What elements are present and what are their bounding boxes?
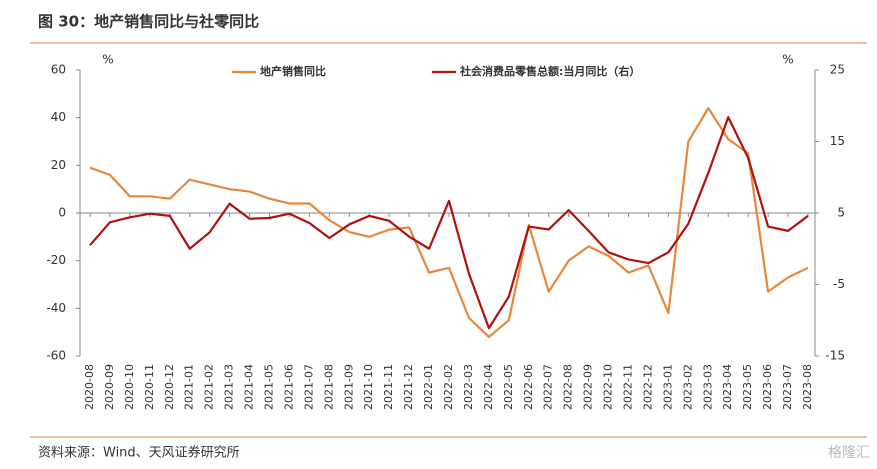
x-tick-label: 2023-08 [801,364,814,410]
x-tick-label: 2022-11 [622,364,635,410]
x-tick-label: 2020-10 [123,364,136,410]
y-tick-label: 0 [58,206,66,220]
x-tick-label: 2022-04 [482,364,495,410]
x-tick-label: 2022-06 [522,364,535,410]
chart-title: 图 30：地产销售同比与社零同比 [38,13,259,31]
legend-label: 地产销售同比 [260,64,326,78]
y-tick-label: 60 [51,63,66,77]
x-tick-label: 2021-10 [362,364,375,410]
x-tick-label: 2022-08 [562,364,575,410]
y2-tick-label: -15 [825,349,845,363]
x-tick-label: 2023-01 [661,364,674,410]
y-tick-label: 20 [51,158,66,172]
x-tick-label: 2021-01 [183,364,196,410]
series-line [89,107,809,339]
y-tick-label: -60 [46,349,66,363]
x-tick-label: 2020-09 [103,364,116,410]
x-tick-label: 2023-06 [761,364,774,410]
y2-tick-label: 15 [830,134,845,148]
y-tick-label: -20 [46,253,66,267]
watermark: 格隆汇 [828,445,870,461]
y-unit: % [102,53,113,67]
y-tick-label: -40 [46,301,66,315]
x-tick-label: 2022-05 [502,364,515,410]
y2-tick-label: -5 [833,277,845,291]
x-tick-label: 2023-05 [741,364,754,410]
x-tick-label: 2020-08 [83,364,96,410]
x-tick-label: 2022-09 [582,364,595,410]
legend-label: 社会消费品零售总额:当月同比（右） [459,64,640,78]
x-tick-label: 2022-10 [602,364,615,410]
x-tick-label: 2022-02 [442,364,455,410]
x-tick-label: 2020-12 [163,364,176,410]
x-tick-label: 2021-09 [342,364,355,410]
x-tick-label: 2021-07 [302,364,315,410]
x-tick-label: 2021-05 [263,364,276,410]
x-tick-label: 2021-11 [382,364,395,410]
x-tick-label: 2023-02 [681,364,694,410]
source: 资料来源：Wind、天风证券研究所 [38,445,240,461]
x-tick-label: 2021-06 [282,364,295,410]
x-tick-label: 2021-04 [243,364,256,410]
y-tick-label: 40 [51,110,66,124]
x-tick-label: 2022-07 [542,364,555,410]
x-tick-label: 2021-12 [402,364,415,410]
series-line [89,116,809,330]
y2-tick-label: 5 [837,206,845,220]
x-tick-label: 2022-12 [641,364,654,410]
x-tick-label: 2023-04 [721,364,734,410]
x-tick-label: 2020-11 [143,364,156,410]
x-tick-label: 2021-03 [223,364,236,410]
x-tick-label: 2022-01 [422,364,435,410]
x-tick-label: 2021-02 [203,364,216,410]
x-tick-label: 2021-08 [322,364,335,410]
x-tick-label: 2022-03 [462,364,475,410]
x-tick-label: 2023-03 [701,364,714,410]
y2-unit: % [782,53,793,67]
x-tick-label: 2023-07 [781,364,794,410]
y2-tick-label: 25 [830,63,845,77]
